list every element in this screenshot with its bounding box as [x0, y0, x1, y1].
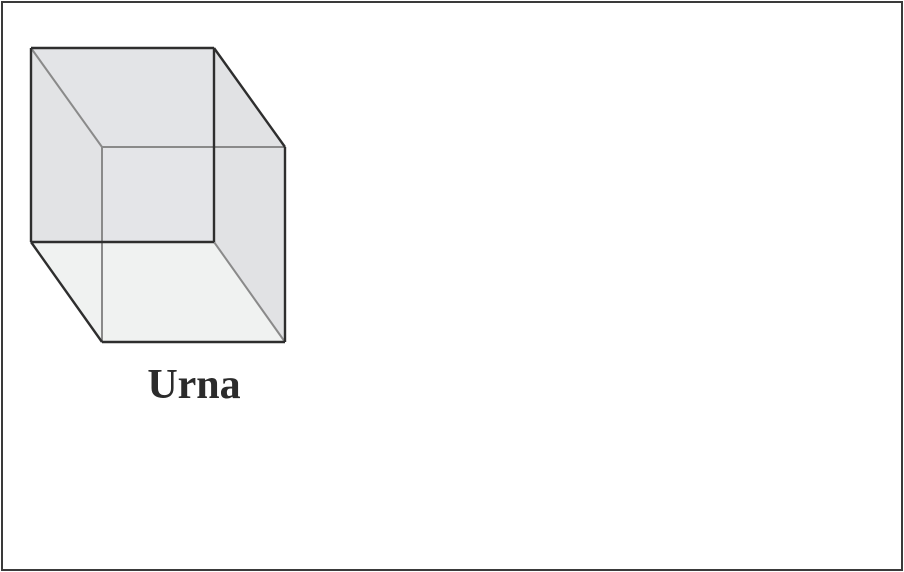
- cube-visible-edges: [29, 46, 287, 344]
- cube-floor-face: [31, 242, 285, 342]
- cube-right-face: [214, 48, 285, 342]
- urn-label: Urna: [147, 362, 241, 408]
- cube-hidden-edges: [30, 47, 286, 343]
